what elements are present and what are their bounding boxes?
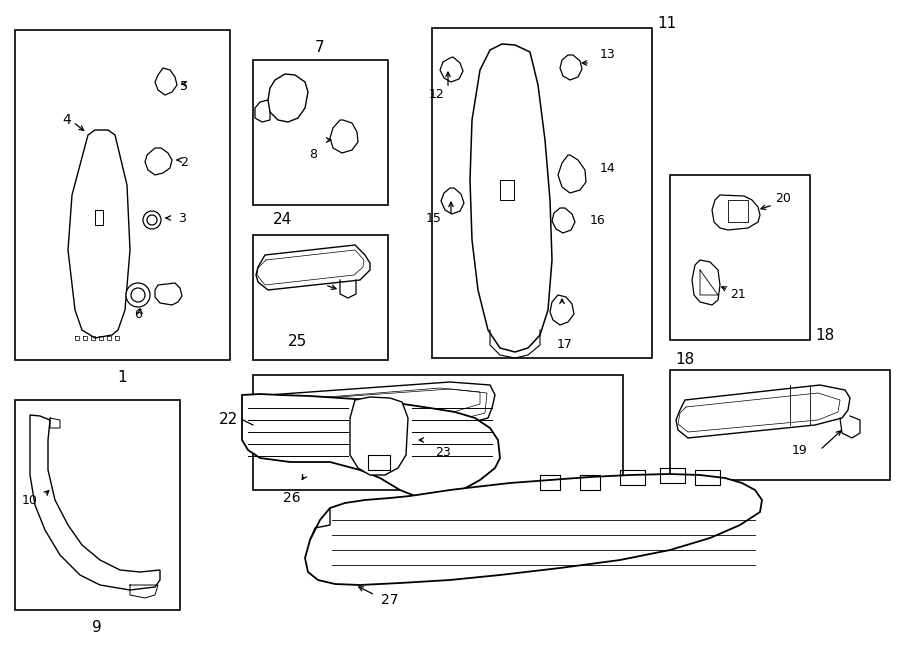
Polygon shape bbox=[440, 57, 463, 82]
Bar bbox=[670, 370, 890, 480]
Polygon shape bbox=[470, 44, 552, 352]
Text: 25: 25 bbox=[288, 334, 307, 350]
Bar bbox=[432, 28, 652, 358]
Text: 7: 7 bbox=[315, 40, 325, 56]
Text: 3: 3 bbox=[178, 212, 186, 225]
Bar bbox=[253, 235, 388, 360]
Text: 9: 9 bbox=[92, 621, 102, 635]
Ellipse shape bbox=[143, 211, 161, 229]
Text: 26: 26 bbox=[284, 491, 301, 505]
Text: 13: 13 bbox=[600, 48, 616, 61]
Text: 24: 24 bbox=[274, 212, 292, 227]
Text: 8: 8 bbox=[309, 149, 317, 161]
Text: 15: 15 bbox=[426, 212, 442, 225]
Polygon shape bbox=[268, 74, 308, 122]
Ellipse shape bbox=[147, 215, 157, 225]
Text: 1: 1 bbox=[117, 371, 127, 385]
Polygon shape bbox=[441, 188, 464, 214]
Bar bbox=[253, 375, 623, 490]
Text: 6: 6 bbox=[134, 309, 142, 321]
Text: 18: 18 bbox=[675, 352, 694, 368]
Bar bbox=[253, 60, 388, 205]
Text: 11: 11 bbox=[657, 15, 676, 30]
Text: 10: 10 bbox=[22, 494, 38, 506]
Text: 17: 17 bbox=[557, 338, 573, 352]
Polygon shape bbox=[30, 415, 160, 590]
Polygon shape bbox=[68, 130, 130, 338]
Text: 4: 4 bbox=[63, 113, 71, 127]
Text: 2: 2 bbox=[180, 155, 188, 169]
Text: 12: 12 bbox=[429, 89, 445, 102]
Text: 23: 23 bbox=[435, 446, 451, 459]
Text: 22: 22 bbox=[219, 412, 238, 428]
Polygon shape bbox=[242, 394, 500, 498]
Text: 19: 19 bbox=[792, 444, 808, 457]
Text: 20: 20 bbox=[775, 192, 791, 204]
Text: 18: 18 bbox=[815, 327, 834, 342]
Polygon shape bbox=[256, 245, 370, 290]
Polygon shape bbox=[255, 382, 495, 440]
Polygon shape bbox=[560, 55, 582, 80]
Polygon shape bbox=[692, 260, 720, 305]
Polygon shape bbox=[550, 295, 574, 325]
Bar bbox=[15, 400, 180, 610]
Polygon shape bbox=[712, 195, 760, 230]
Bar bbox=[670, 175, 810, 340]
Polygon shape bbox=[155, 283, 182, 305]
Polygon shape bbox=[558, 155, 586, 193]
Ellipse shape bbox=[131, 288, 145, 302]
Bar bbox=[15, 30, 230, 360]
Polygon shape bbox=[676, 385, 850, 438]
Polygon shape bbox=[552, 208, 575, 233]
Polygon shape bbox=[330, 120, 358, 153]
Text: 27: 27 bbox=[382, 593, 399, 607]
Polygon shape bbox=[305, 474, 762, 585]
Ellipse shape bbox=[126, 283, 150, 307]
Polygon shape bbox=[350, 397, 408, 475]
Polygon shape bbox=[145, 148, 172, 175]
Text: 21: 21 bbox=[730, 288, 746, 301]
Text: 14: 14 bbox=[600, 161, 616, 175]
Text: 16: 16 bbox=[590, 214, 606, 227]
Text: 5: 5 bbox=[180, 81, 188, 93]
Polygon shape bbox=[155, 68, 177, 95]
